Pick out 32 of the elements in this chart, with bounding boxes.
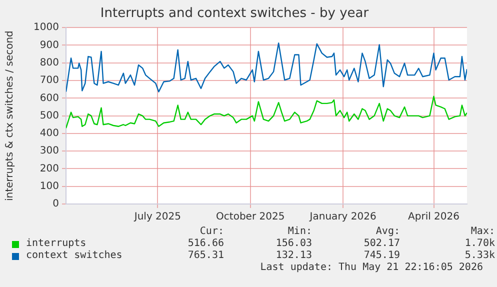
y-tick-label: 100 — [40, 180, 59, 192]
text: Last update: Thu May 21 22:16:05 2026 — [259, 262, 484, 274]
y-tick-label: 700 — [40, 75, 59, 86]
y-tick-label: 900 — [40, 40, 59, 51]
y-tick-label: 600 — [40, 92, 59, 104]
text: Min: — [286, 226, 312, 238]
text: 1.70k — [464, 238, 495, 250]
text: 132.13 — [274, 250, 312, 262]
text: 516.66 — [186, 238, 224, 250]
text: 765.31 — [186, 250, 224, 262]
text: 5.33k — [464, 250, 495, 262]
text: Cur: — [198, 226, 224, 238]
legend-label: context switches — [26, 250, 122, 262]
text: Max: — [470, 226, 495, 238]
x-tick-label: April 2026 — [408, 212, 460, 223]
y-tick-label: 0 — [52, 198, 59, 210]
legend-label: interrupts — [26, 238, 86, 250]
y-tick-label: 400 — [40, 128, 59, 140]
text: 502.17 — [362, 238, 400, 250]
y-tick-label: 800 — [40, 57, 59, 68]
y-tick-label: 500 — [40, 110, 59, 122]
x-tick-label: January 2026 — [308, 212, 376, 223]
y-axis-title: interrupts & ctx switches / second — [4, 30, 16, 202]
y-tick-label: 1000 — [34, 22, 59, 34]
y-tick-label: 200 — [40, 163, 59, 174]
text: 156.03 — [274, 238, 312, 250]
x-tick-label: October 2025 — [216, 212, 285, 223]
chart-title: Interrupts and context switches - by year — [100, 6, 370, 22]
text: 745.19 — [362, 250, 400, 262]
x-tick-label: July 2025 — [133, 212, 181, 223]
text: Avg: — [374, 226, 400, 238]
y-tick-label: 300 — [40, 146, 59, 157]
